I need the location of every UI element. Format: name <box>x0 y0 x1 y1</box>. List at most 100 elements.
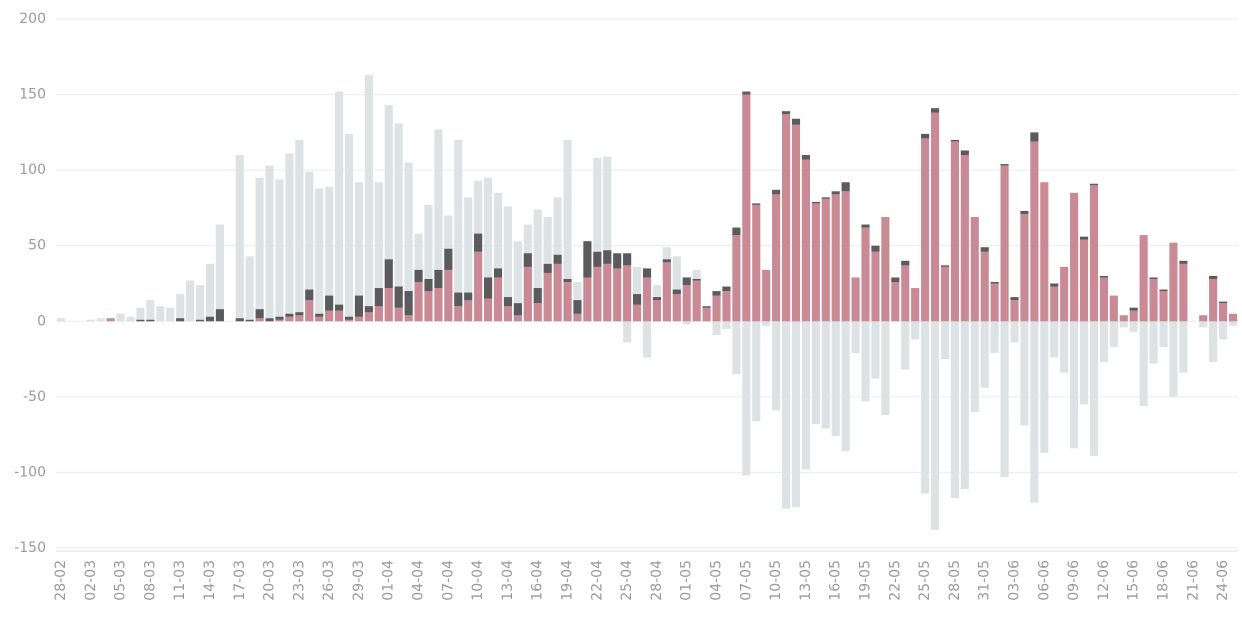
bar <box>86 319 95 322</box>
bar <box>1060 266 1069 322</box>
bar <box>930 112 940 322</box>
x-tick-label: 19-05 <box>858 560 874 601</box>
bar <box>1209 275 1218 279</box>
bar <box>831 321 840 437</box>
bar <box>1199 315 1208 322</box>
bar <box>503 206 513 322</box>
bar <box>1109 295 1118 322</box>
bar <box>335 91 344 322</box>
bar <box>801 321 810 470</box>
bar <box>772 194 781 322</box>
bar <box>1219 321 1228 340</box>
bar <box>940 321 950 360</box>
bar <box>940 266 950 322</box>
bar <box>1079 239 1089 322</box>
x-tick-label: 21-06 <box>1185 560 1201 601</box>
bar <box>1030 321 1039 503</box>
x-tick-label: 23-03 <box>291 560 307 601</box>
bar <box>1149 278 1158 322</box>
bar <box>255 318 264 322</box>
bar <box>861 227 870 322</box>
bar <box>533 303 542 322</box>
bar <box>444 248 453 270</box>
bar <box>295 139 304 322</box>
bar <box>950 141 959 322</box>
bar <box>235 155 244 322</box>
bar <box>1129 321 1138 332</box>
x-tick-label: 19-04 <box>560 560 576 601</box>
bar <box>1119 315 1128 322</box>
y-tick-label: -100 <box>14 464 46 480</box>
bar <box>464 197 473 322</box>
x-tick-label: 07-05 <box>738 560 754 601</box>
bar <box>354 316 364 322</box>
bar <box>1050 286 1059 322</box>
bar <box>1010 300 1019 322</box>
x-tick-label: 01-05 <box>679 560 695 601</box>
bar <box>1129 307 1138 311</box>
bar <box>1209 278 1218 322</box>
bar <box>632 294 642 305</box>
bar <box>652 297 662 301</box>
bar <box>752 203 761 205</box>
x-tick-label: 18-06 <box>1156 560 1172 601</box>
bar <box>752 204 761 322</box>
bar <box>1030 141 1039 322</box>
bar <box>96 318 105 322</box>
bar <box>195 285 205 322</box>
bar <box>305 300 314 322</box>
bar <box>384 288 393 322</box>
bar <box>136 319 145 322</box>
bar <box>702 307 711 322</box>
bar <box>493 277 503 322</box>
bar <box>374 182 383 322</box>
bar <box>503 297 513 307</box>
bar <box>1020 321 1029 426</box>
bar <box>493 192 503 322</box>
bar <box>374 306 383 322</box>
bar <box>732 321 741 375</box>
bar <box>762 269 771 322</box>
bar <box>374 288 383 307</box>
bar <box>781 321 791 509</box>
bar <box>364 312 373 322</box>
x-tick-label: 13-04 <box>500 560 516 601</box>
bar <box>762 321 771 326</box>
bar <box>1089 185 1099 322</box>
bar <box>1228 321 1238 326</box>
bar <box>146 300 155 322</box>
x-tick-label: 28-02 <box>53 560 69 601</box>
x-tick-label: 03-06 <box>1007 560 1023 601</box>
bar <box>325 310 334 322</box>
bar <box>533 288 542 304</box>
bar <box>563 281 572 322</box>
bar <box>265 165 274 322</box>
bar <box>1119 321 1128 328</box>
bar <box>901 321 910 370</box>
bar <box>1000 321 1009 477</box>
bar <box>1030 132 1039 142</box>
bar <box>623 265 632 322</box>
bar <box>583 241 592 278</box>
x-tick-label: 05-03 <box>113 560 129 601</box>
bar <box>1109 321 1118 347</box>
bar <box>474 251 483 322</box>
bar <box>950 139 959 142</box>
bar <box>831 194 840 322</box>
bar <box>325 295 334 311</box>
bar <box>136 307 145 322</box>
bar <box>841 321 850 452</box>
x-tick-label: 08-03 <box>142 560 158 601</box>
bar <box>1169 242 1178 322</box>
bar <box>434 288 443 322</box>
bar <box>1040 321 1049 453</box>
bar <box>543 263 552 273</box>
bar <box>245 319 254 322</box>
bar <box>126 316 135 322</box>
bar <box>911 288 920 322</box>
bar <box>841 191 850 322</box>
x-tick-label: 06-06 <box>1036 560 1052 601</box>
bar <box>215 309 224 322</box>
bar <box>722 286 731 292</box>
bar <box>275 316 284 320</box>
